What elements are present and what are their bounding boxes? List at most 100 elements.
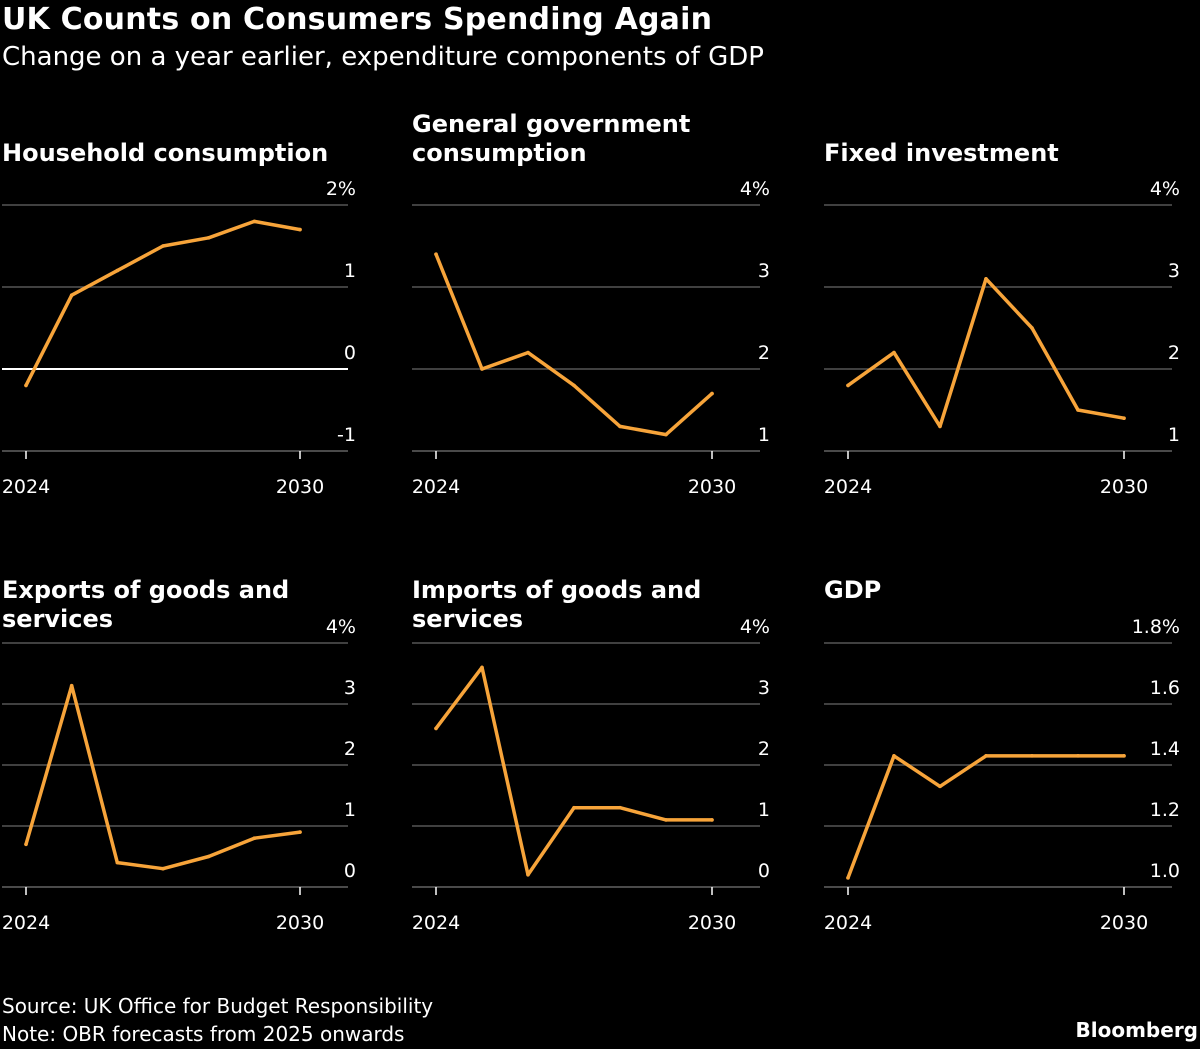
data-point-exports-2024 <box>24 842 28 847</box>
data-point-investment-2026 <box>938 424 942 429</box>
chart-panel-exports: 4% 3 2 1 0 2024 2030 <box>2 616 356 934</box>
series-line-exports <box>24 683 302 871</box>
data-point-household-2025 <box>69 293 74 298</box>
y-tick-label: 4% <box>326 616 356 638</box>
data-point-government-2027 <box>572 383 576 388</box>
y-tick-label: 0 <box>758 860 770 882</box>
chart-panel-imports: 4% 3 2 1 0 2024 2030 <box>412 616 770 934</box>
x-tick-label: 2030 <box>276 476 324 498</box>
data-point-gdp-2024 <box>846 876 850 880</box>
data-point-gdp-2029 <box>1076 754 1080 758</box>
data-point-investment-2030 <box>1122 416 1126 421</box>
chart-title: UK Counts on Consumers Spending Again <box>2 2 713 37</box>
chart-subtitle: Change on a year earlier, expenditure co… <box>2 42 764 72</box>
x-tick-label: 2024 <box>412 476 460 498</box>
data-point-government-2024 <box>434 252 438 256</box>
data-point-imports-2024 <box>434 726 438 731</box>
y-tick-label: 1.2 <box>1150 799 1180 821</box>
x-tick-label: 2030 <box>276 912 324 934</box>
chart-panel-household: 2% 1 0 -1 2024 2030 <box>2 178 356 498</box>
data-point-household-2026 <box>115 268 120 273</box>
data-point-exports-2028 <box>206 854 211 859</box>
data-point-exports-2027 <box>161 866 165 871</box>
data-point-investment-2028 <box>1030 326 1034 330</box>
data-point-government-2028 <box>618 424 622 429</box>
data-point-household-2029 <box>252 219 257 224</box>
y-tick-label: 4% <box>740 616 770 638</box>
data-point-gdp-2025 <box>892 754 896 758</box>
x-tick-label: 2030 <box>688 912 736 934</box>
chart-panel-government: 4% 3 2 1 2024 2030 <box>412 178 770 498</box>
data-point-imports-2027 <box>572 805 576 810</box>
data-point-household-2027 <box>161 244 165 248</box>
data-point-government-2026 <box>526 350 530 355</box>
series-line-imports <box>434 665 714 877</box>
bloomberg-logo: Bloomberg <box>1075 1018 1198 1042</box>
data-point-gdp-2026 <box>938 784 942 789</box>
x-tick-label: 2024 <box>824 912 872 934</box>
panel-title-exports: Exports of goods and services <box>2 576 290 633</box>
series-line-gdp <box>846 754 1126 880</box>
y-tick-label: 4% <box>740 178 770 200</box>
data-point-imports-2029 <box>664 818 668 822</box>
data-point-gdp-2027 <box>984 754 988 758</box>
y-tick-label: 2 <box>1168 342 1180 364</box>
data-point-gdp-2030 <box>1122 754 1126 758</box>
x-tick-label: 2030 <box>688 476 736 498</box>
y-tick-label: 4% <box>1150 178 1180 200</box>
data-point-household-2028 <box>206 236 211 240</box>
data-point-investment-2029 <box>1076 408 1080 412</box>
series-line-government <box>434 252 714 437</box>
x-tick-label: 2024 <box>2 912 50 934</box>
y-tick-label: 2% <box>326 178 356 200</box>
data-point-exports-2026 <box>115 860 120 865</box>
y-tick-label: -1 <box>337 424 356 446</box>
x-tick-label: 2030 <box>1100 476 1148 498</box>
y-tick-label: 1 <box>344 799 356 821</box>
y-tick-label: 1 <box>758 799 770 821</box>
footer: Source: UK Office for Budget Responsibil… <box>2 992 433 1048</box>
data-point-imports-2028 <box>618 805 622 810</box>
panel-title-gdp: GDP <box>824 576 882 604</box>
data-point-imports-2026 <box>526 873 530 877</box>
data-point-household-2030 <box>298 227 302 232</box>
panel-title-fixed-investment: Fixed investment <box>824 139 1059 167</box>
y-tick-label: 1.8% <box>1132 616 1180 638</box>
y-tick-label: 1.0 <box>1150 860 1180 882</box>
data-point-government-2025 <box>480 367 484 371</box>
data-point-government-2029 <box>664 432 668 437</box>
data-point-imports-2030 <box>710 818 714 822</box>
chart-panel-investment: 4% 3 2 1 2024 2030 <box>824 178 1180 498</box>
y-tick-label: 1 <box>1168 424 1180 446</box>
data-point-investment-2025 <box>892 350 896 355</box>
y-tick-label: 0 <box>344 342 356 364</box>
y-tick-label: 3 <box>758 677 770 699</box>
data-point-household-2024 <box>24 383 28 388</box>
chart-panel-gdp: 1.8% 1.6 1.4 1.2 1.0 2024 2030 <box>824 616 1180 934</box>
y-tick-label: 1 <box>758 424 770 446</box>
data-point-investment-2024 <box>846 383 850 388</box>
y-tick-label: 1.6 <box>1150 677 1180 699</box>
x-tick-label: 2030 <box>1100 912 1148 934</box>
y-tick-label: 1 <box>344 260 356 282</box>
y-tick-label: 2 <box>758 738 770 760</box>
y-tick-label: 3 <box>758 260 770 282</box>
y-tick-label: 0 <box>344 860 356 882</box>
y-tick-label: 3 <box>1168 260 1180 282</box>
x-tick-label: 2024 <box>2 476 50 498</box>
data-point-exports-2025 <box>69 683 74 688</box>
y-tick-label: 3 <box>344 677 356 699</box>
panel-title-household-consumption: Household consumption <box>2 139 329 167</box>
source-note: Source: UK Office for Budget Responsibil… <box>2 994 434 1018</box>
data-point-exports-2029 <box>252 836 257 840</box>
panel-title-government-consumption: General government consumption <box>412 110 691 167</box>
y-tick-label: 2 <box>758 342 770 364</box>
x-tick-label: 2024 <box>412 912 460 934</box>
y-tick-label: 1.4 <box>1150 738 1180 760</box>
data-point-imports-2025 <box>480 665 484 670</box>
data-point-gdp-2028 <box>1030 754 1034 758</box>
x-tick-label: 2024 <box>824 476 872 498</box>
data-point-investment-2027 <box>984 277 988 281</box>
y-tick-label: 2 <box>344 738 356 760</box>
